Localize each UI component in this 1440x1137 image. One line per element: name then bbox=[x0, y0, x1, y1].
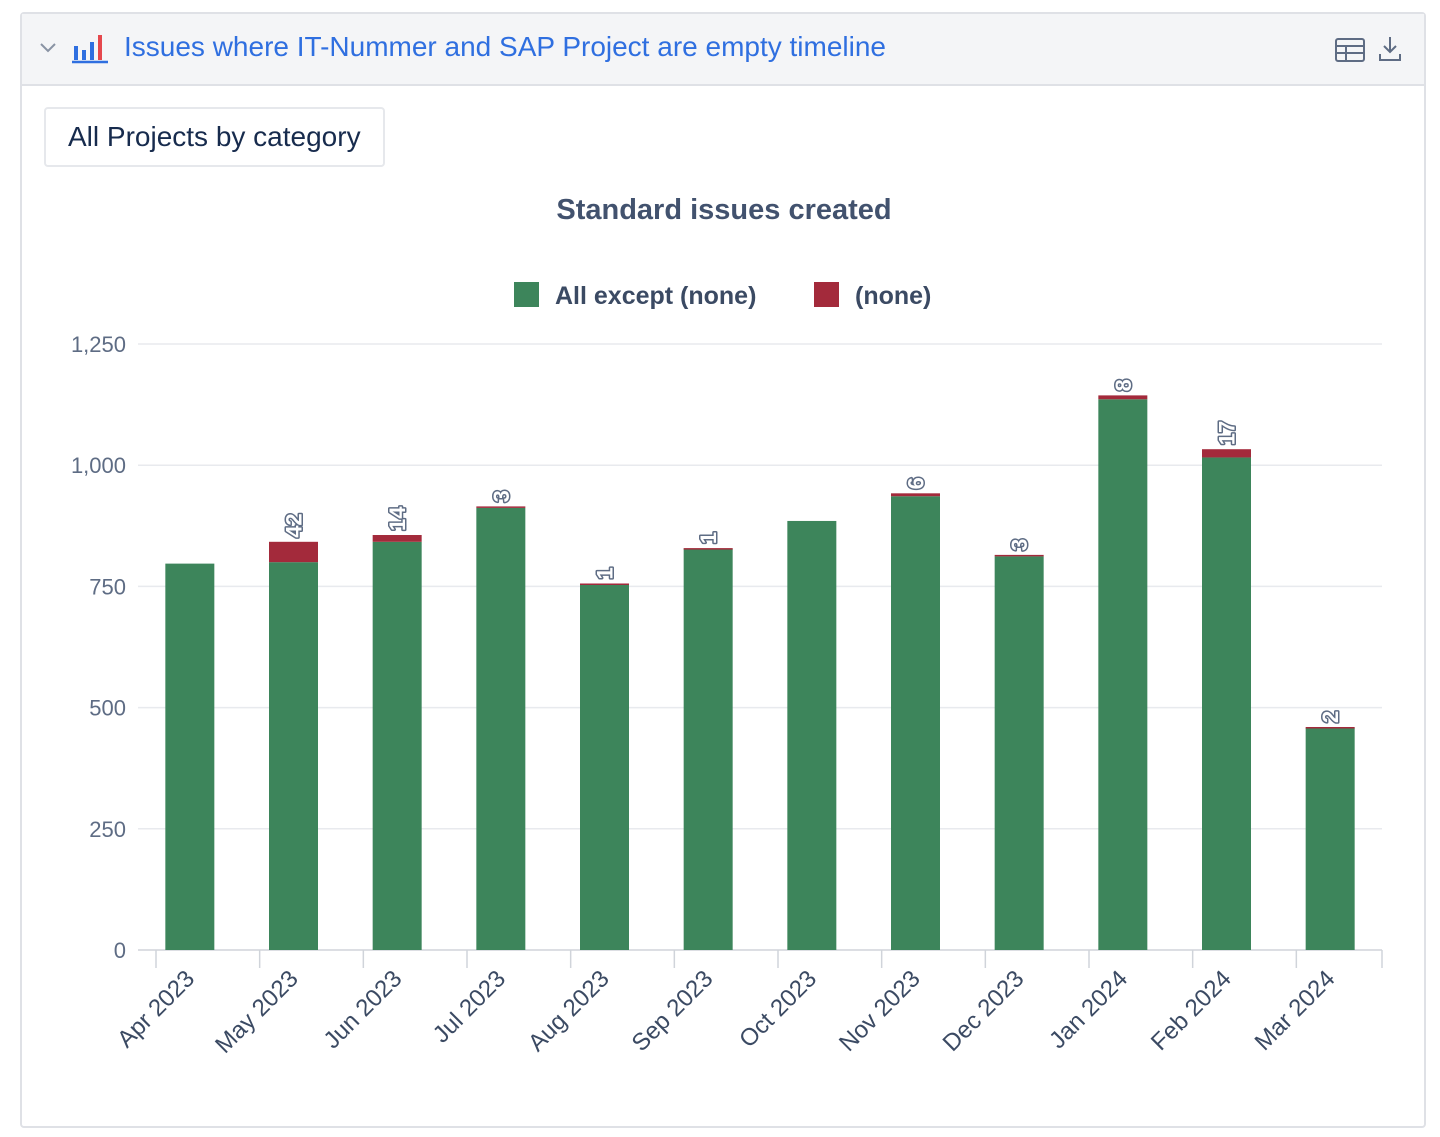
bar-all-except-none-1[interactable] bbox=[269, 562, 318, 950]
y-tick-label: 250 bbox=[89, 817, 126, 842]
table-icon[interactable] bbox=[1334, 36, 1366, 64]
bar-all-except-none-10[interactable] bbox=[1202, 457, 1251, 950]
y-axis: 0 250 500 750 1,000 1,250 bbox=[71, 332, 126, 963]
stacked-bar-chart: Standard issues created All except (none… bbox=[71, 194, 1383, 1059]
bar-none-10[interactable] bbox=[1202, 449, 1251, 458]
legend-label-1[interactable]: (none) bbox=[855, 282, 931, 310]
x-tick-label: Jun 2023 bbox=[318, 965, 407, 1054]
legend-label-0[interactable]: All except (none) bbox=[555, 282, 756, 310]
bar-all-except-none-11[interactable] bbox=[1305, 727, 1355, 950]
bar-all-except-none-7[interactable] bbox=[891, 496, 940, 950]
bar-all-except-none-8[interactable] bbox=[994, 556, 1044, 950]
x-tick-label: Apr 2023 bbox=[112, 965, 200, 1053]
chart-legend: All except (none) (none) bbox=[514, 282, 931, 310]
data-label: 8 bbox=[1111, 379, 1136, 391]
report-header: Issues where IT-Nummer and SAP Project a… bbox=[22, 14, 1424, 86]
data-label: 3 bbox=[489, 490, 514, 502]
bar-none-2[interactable] bbox=[372, 535, 422, 542]
x-tick-label: Nov 2023 bbox=[834, 965, 926, 1057]
legend-swatch-0[interactable] bbox=[514, 282, 539, 307]
bar-none-11[interactable] bbox=[1305, 726, 1355, 729]
chart-title: Standard issues created bbox=[556, 194, 891, 226]
bar-none-3[interactable] bbox=[476, 506, 526, 508]
data-label: 1 bbox=[696, 532, 721, 544]
y-tick-label: 0 bbox=[114, 938, 126, 963]
data-label: 14 bbox=[385, 506, 410, 531]
data-label: 1 bbox=[593, 567, 618, 579]
data-label: 17 bbox=[1215, 421, 1240, 445]
bar-all-except-none-0[interactable] bbox=[165, 563, 215, 950]
report-title-link[interactable]: Issues where IT-Nummer and SAP Project a… bbox=[124, 31, 887, 62]
data-label: 42 bbox=[282, 513, 307, 537]
data-labels: 42 14 3 1 1 6 3 8 17 2 bbox=[280, 378, 1345, 725]
x-axis: Apr 2023 May 2023 Jun 2023 Jul 2023 Aug 2023… bbox=[112, 950, 1383, 1059]
x-tick-label: Jul 2023 bbox=[428, 965, 511, 1048]
y-tick-label: 750 bbox=[89, 574, 126, 599]
x-tick-label: May 2023 bbox=[210, 965, 304, 1059]
x-tick-label: Jan 2024 bbox=[1044, 965, 1133, 1054]
bar-all-except-none-6[interactable] bbox=[787, 520, 837, 950]
bar-all-except-none-4[interactable] bbox=[580, 583, 629, 950]
x-tick-label: Oct 2023 bbox=[734, 965, 822, 1053]
y-tick-label: 1,250 bbox=[71, 332, 126, 357]
bar-all-except-none-9[interactable] bbox=[1098, 399, 1148, 950]
y-tick-label: 1,000 bbox=[71, 453, 126, 478]
x-tick-label: Aug 2023 bbox=[523, 965, 615, 1057]
bar-all-except-none-3[interactable] bbox=[476, 507, 526, 950]
report-panel: Issues where IT-Nummer and SAP Project a… bbox=[20, 12, 1426, 1128]
download-icon[interactable] bbox=[1376, 34, 1404, 64]
bar-none-9[interactable] bbox=[1098, 395, 1148, 400]
bar-chart-icon bbox=[72, 35, 108, 64]
legend-swatch-1[interactable] bbox=[814, 282, 839, 307]
bar-series bbox=[165, 395, 1355, 950]
data-label: 2 bbox=[1318, 711, 1343, 723]
bar-all-except-none-5[interactable] bbox=[683, 548, 733, 950]
bar-all-except-none-2[interactable] bbox=[372, 541, 422, 950]
bar-none-8[interactable] bbox=[994, 554, 1044, 557]
bar-none-5[interactable] bbox=[683, 548, 733, 550]
x-tick-label: Mar 2024 bbox=[1250, 965, 1341, 1056]
bar-none-4[interactable] bbox=[580, 583, 629, 585]
chart-grid bbox=[138, 343, 1382, 951]
chevron-down-icon[interactable] bbox=[38, 38, 58, 58]
bar-none-7[interactable] bbox=[891, 493, 940, 497]
bar-none-1[interactable] bbox=[269, 541, 318, 563]
data-label: 6 bbox=[904, 477, 929, 489]
x-tick-label: Sep 2023 bbox=[627, 965, 719, 1057]
y-tick-label: 500 bbox=[89, 696, 126, 721]
scope-selector-button[interactable]: All Projects by category bbox=[44, 107, 385, 167]
data-label: 3 bbox=[1007, 539, 1032, 551]
x-tick-label: Dec 2023 bbox=[938, 965, 1030, 1057]
x-tick-label: Feb 2024 bbox=[1146, 965, 1237, 1056]
